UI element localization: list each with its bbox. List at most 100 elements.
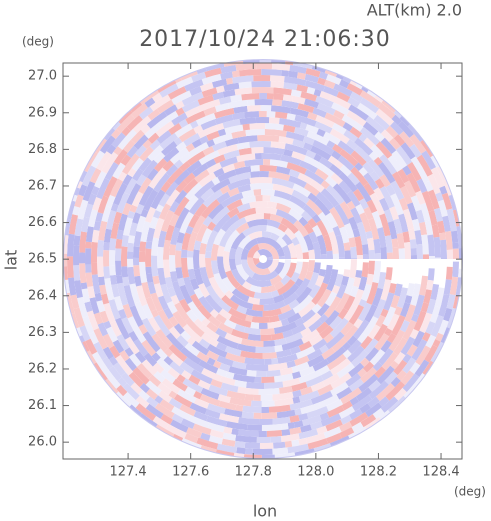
radar-cell <box>357 368 367 378</box>
radar-cell <box>273 294 285 304</box>
radar-cell <box>306 86 316 95</box>
radar-cell <box>304 169 325 185</box>
radar-cell <box>246 369 257 377</box>
radar-cell <box>74 187 81 196</box>
radar-cell <box>115 355 134 376</box>
radar-cell <box>207 422 225 433</box>
radar-cell <box>224 290 234 300</box>
radar-cell <box>326 432 342 444</box>
radar-cell <box>169 254 176 272</box>
radar-cell <box>355 269 363 279</box>
radar-cell <box>226 390 246 400</box>
radar-cell <box>115 238 123 249</box>
radar-cell <box>102 346 114 360</box>
radar-cell <box>389 206 400 221</box>
radar-cell <box>242 225 267 237</box>
radar-cell <box>307 112 318 121</box>
radar-cell <box>111 132 126 149</box>
radar-cell <box>402 208 414 230</box>
radar-cell <box>261 376 275 383</box>
radar-cell <box>247 424 262 431</box>
radar-cell <box>315 114 335 129</box>
radar-cell <box>307 218 318 229</box>
radar-cell <box>128 353 142 367</box>
radar-cell <box>220 382 239 393</box>
radar-cell <box>229 258 237 271</box>
radar-cell <box>254 99 273 106</box>
radar-cell <box>320 188 340 208</box>
radar-cell <box>365 116 386 134</box>
radar-cell <box>272 183 295 196</box>
radar-cell <box>406 344 418 357</box>
radar-cell <box>331 122 347 135</box>
radar-cell <box>227 187 240 198</box>
y-tick-label: 26.0 <box>28 435 57 450</box>
radar-cell <box>306 405 329 419</box>
radar-cell <box>317 211 334 234</box>
radar-cell <box>142 139 152 150</box>
radar-cell <box>240 195 257 205</box>
radar-cell <box>144 123 161 139</box>
radar-cell <box>214 114 234 125</box>
radar-cell <box>281 423 289 430</box>
radar-cell <box>180 346 202 365</box>
radar-cell <box>109 345 121 359</box>
radar-cell <box>343 242 351 251</box>
radar-cell <box>244 213 264 223</box>
radar-cell <box>342 122 353 132</box>
radar-cell <box>233 160 246 170</box>
radar-cell <box>290 271 301 283</box>
plot-frame <box>62 62 463 460</box>
radar-cell <box>219 156 238 168</box>
radar-cell <box>104 378 119 394</box>
radar-cell <box>419 312 433 334</box>
radar-cell <box>422 254 429 260</box>
radar-cell <box>115 275 124 284</box>
radar-cell <box>260 189 276 196</box>
radar-cell <box>385 267 393 281</box>
radar-cell <box>326 140 336 149</box>
radar-cell <box>320 413 342 427</box>
radar-cell <box>122 303 133 319</box>
radar-cell <box>200 82 214 92</box>
radar-cell <box>178 119 189 129</box>
radar-cell <box>145 296 157 312</box>
radar-cell <box>238 417 260 425</box>
radar-cell <box>272 391 294 401</box>
radar-cell <box>344 250 351 260</box>
radar-cell <box>217 299 232 313</box>
radar-cell <box>241 189 255 199</box>
radar-cell <box>87 286 96 299</box>
radar-cell <box>312 107 327 118</box>
radar-cell <box>415 209 425 224</box>
radar-cell <box>391 315 406 336</box>
radar-cell <box>236 343 256 353</box>
radar-cell <box>175 107 185 117</box>
radar-cell <box>153 151 166 164</box>
radar-cell <box>398 197 409 211</box>
radar-cell <box>360 335 373 350</box>
radar-cell <box>343 269 351 278</box>
radar-cell <box>280 433 300 443</box>
radar-cell <box>378 348 394 366</box>
radar-cell <box>318 394 340 409</box>
radar-cell <box>271 289 280 298</box>
radar-cell <box>129 305 144 328</box>
radar-cell <box>430 167 445 188</box>
radar-cell <box>179 298 191 313</box>
radar-cell <box>365 347 380 362</box>
radar-cell <box>145 241 153 249</box>
radar-cell <box>232 373 256 383</box>
radar-cell <box>170 294 180 306</box>
radar-cell <box>364 402 383 418</box>
radar-cell <box>324 309 340 326</box>
radar-cell <box>188 196 205 215</box>
radar-cell <box>390 360 399 370</box>
radar-cell <box>269 274 283 286</box>
radar-cell <box>145 388 159 400</box>
radar-cell <box>181 257 190 279</box>
radar-cell <box>136 363 153 379</box>
radar-cell <box>342 342 352 351</box>
y-axis-label: lat <box>2 250 21 271</box>
radar-cell <box>387 220 398 240</box>
